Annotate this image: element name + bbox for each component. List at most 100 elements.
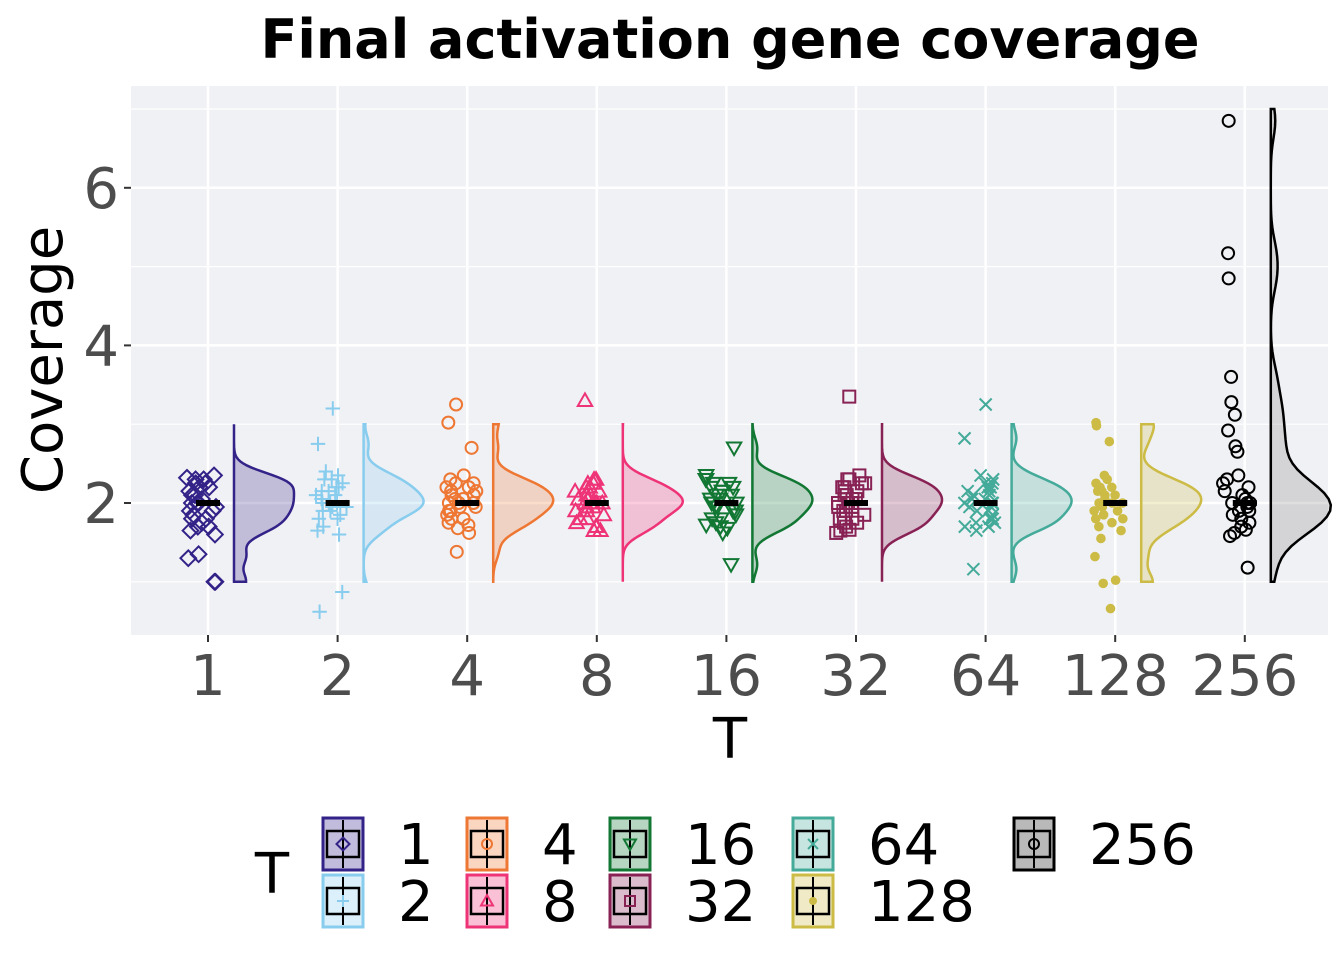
- violin-1: [232, 424, 296, 584]
- point: [969, 515, 983, 530]
- point: [1216, 476, 1231, 491]
- legend-key-shape: [1028, 838, 1040, 850]
- legend-key-box: [469, 886, 505, 916]
- point: [854, 476, 869, 491]
- point: [177, 468, 197, 487]
- point: [711, 520, 730, 536]
- point: [981, 519, 996, 534]
- point: [316, 519, 331, 534]
- point: [329, 480, 344, 495]
- point: [966, 562, 981, 576]
- series-128: [1089, 417, 1203, 614]
- legend-item-4: 4: [465, 813, 578, 878]
- point: [1118, 513, 1128, 524]
- point: [1231, 468, 1246, 483]
- point: [842, 389, 857, 404]
- point: [1105, 603, 1116, 614]
- point: [701, 492, 720, 509]
- grid-lines: [131, 86, 1328, 635]
- y-axis: 2 4 6: [83, 157, 131, 537]
- legend-item-64: 64: [791, 813, 939, 878]
- point: [957, 431, 972, 446]
- point: [335, 584, 350, 600]
- x-tick-label: 2: [320, 644, 356, 709]
- point: [321, 483, 336, 499]
- series-16: [696, 422, 814, 584]
- legend-key-shape: [481, 838, 493, 850]
- point: [449, 544, 464, 559]
- legend-key-shape: [809, 897, 817, 905]
- series-256: [1216, 107, 1333, 584]
- point: [1112, 506, 1123, 516]
- point: [449, 397, 464, 412]
- point: [966, 488, 981, 502]
- point: [1099, 470, 1110, 481]
- point: [1090, 551, 1100, 562]
- point: [206, 572, 225, 592]
- y-tick-label: 4: [83, 314, 119, 379]
- point: [311, 511, 327, 526]
- legend-label-128: 128: [868, 870, 975, 935]
- point: [587, 517, 606, 534]
- series-32: [829, 389, 944, 582]
- point: [308, 487, 324, 503]
- point: [1091, 417, 1101, 428]
- point: [1116, 525, 1126, 536]
- point: [1110, 490, 1120, 500]
- legend-key-shape: [335, 836, 351, 852]
- legend-key-box: [325, 886, 361, 916]
- point: [982, 484, 996, 498]
- data-marks: [177, 107, 1333, 619]
- point: [1241, 480, 1256, 495]
- legend-key-shape: [622, 838, 638, 853]
- point: [1228, 439, 1243, 454]
- point: [722, 558, 740, 574]
- legend-label-256: 256: [1089, 813, 1196, 878]
- point: [985, 476, 999, 491]
- point: [960, 484, 975, 498]
- point: [850, 484, 865, 499]
- point: [1234, 511, 1249, 526]
- point: [184, 505, 203, 525]
- point: [1221, 246, 1236, 261]
- point: [441, 415, 456, 430]
- point: [1110, 575, 1121, 586]
- point: [181, 521, 200, 540]
- point: [566, 501, 585, 518]
- point: [196, 474, 215, 493]
- violin-128: [1139, 422, 1203, 584]
- legend-item-16: 16: [608, 813, 756, 878]
- x-axis-title: T: [712, 707, 748, 772]
- point: [1221, 271, 1236, 286]
- point: [978, 397, 993, 412]
- point: [970, 504, 984, 518]
- legend-item-128: 128: [791, 870, 975, 935]
- x-axis: 1 2 4 8 16 32 64 128 256: [190, 635, 1298, 709]
- legend-item-256: 256: [1012, 813, 1196, 878]
- point: [1234, 519, 1249, 534]
- point: [840, 472, 855, 487]
- legend-label-8: 8: [542, 870, 578, 935]
- legend-item-8: 8: [465, 870, 578, 935]
- point: [962, 500, 977, 514]
- point: [324, 472, 339, 487]
- legend-label-1: 1: [398, 813, 434, 878]
- violin-32: [880, 422, 944, 582]
- violin-2: [362, 422, 425, 584]
- legend-key-box: [612, 829, 648, 859]
- point: [857, 507, 872, 522]
- point: [444, 484, 459, 499]
- legend-key-box: [795, 886, 831, 916]
- legend-label-2: 2: [398, 870, 434, 935]
- point: [697, 518, 716, 535]
- point: [182, 509, 202, 528]
- legend-key-shape: [807, 838, 819, 850]
- legend-item-2: 2: [321, 870, 434, 935]
- point: [1089, 506, 1099, 516]
- point: [986, 472, 1000, 487]
- x-tick-label: 128: [1062, 644, 1169, 709]
- point: [1107, 517, 1117, 528]
- point: [725, 441, 743, 458]
- point: [1224, 369, 1239, 384]
- point: [186, 470, 205, 489]
